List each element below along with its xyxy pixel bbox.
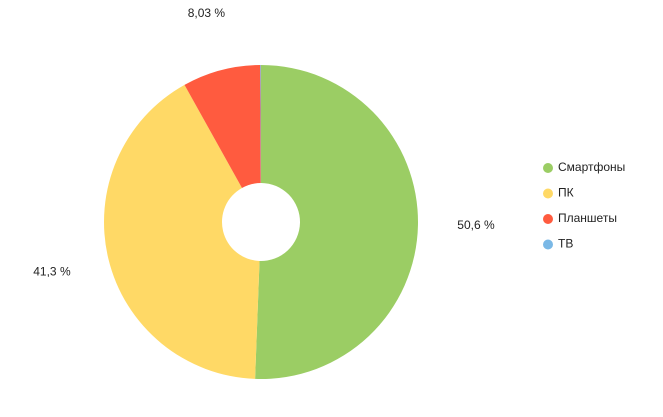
legend-marker [543, 239, 553, 250]
slice [184, 65, 261, 188]
slice [255, 65, 418, 379]
value-label: 8,03 % [188, 6, 226, 20]
legend-marker [543, 163, 553, 173]
value-label: 50,6 % [457, 218, 495, 232]
slice [260, 65, 261, 184]
value-label: 41,3 % [33, 264, 71, 278]
legend-marker [543, 214, 553, 224]
legend-label: Планшеты [558, 211, 617, 225]
legend-label: Смартфоны [558, 160, 625, 174]
legend-label: ПК [558, 186, 574, 200]
slice [103, 84, 260, 379]
legend-label: ТВ [558, 237, 573, 251]
legend-marker [543, 188, 553, 199]
